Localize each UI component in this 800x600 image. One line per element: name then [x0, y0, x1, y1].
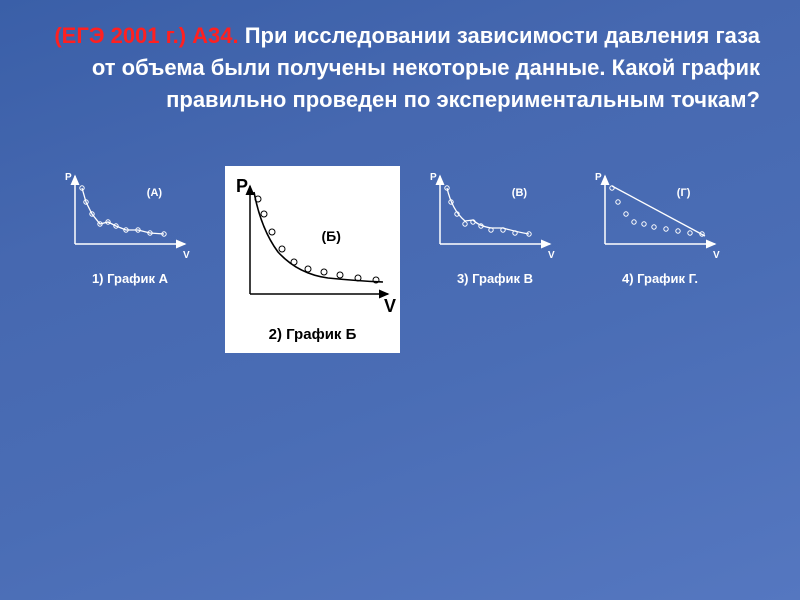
svg-text:P: P	[236, 176, 248, 196]
charts-row: P V (А) 1) График А P V (Б) 2) График Б …	[0, 126, 800, 353]
chart-cell-A: P V (А) 1) График А	[60, 166, 200, 286]
svg-text:(Б): (Б)	[321, 228, 340, 244]
chart-cell-B: P V (Б) 2) График Б	[225, 166, 400, 353]
chart-V-svg: P V (В)	[425, 166, 565, 261]
chart-cell-G: P V (Г) 4) График Г.	[590, 166, 730, 286]
chart-cell-V: P V (В) 3) График В	[425, 166, 565, 286]
chart-G-svg: P V (Г)	[590, 166, 730, 261]
svg-text:P: P	[595, 172, 602, 183]
svg-text:V: V	[713, 250, 720, 261]
caption-G: 4) График Г.	[622, 271, 698, 286]
svg-text:(Г): (Г)	[677, 187, 691, 199]
caption-A: 1) График А	[92, 271, 168, 286]
svg-text:V: V	[548, 250, 555, 261]
svg-text:P: P	[65, 172, 72, 183]
svg-text:V: V	[384, 296, 396, 314]
caption-V: 3) График В	[457, 271, 533, 286]
chart-B-svg: P V (Б)	[228, 174, 398, 314]
chart-A-svg: P V (А)	[60, 166, 200, 261]
svg-text:(В): (В)	[512, 187, 528, 199]
svg-text:P: P	[430, 172, 437, 183]
svg-text:V: V	[183, 250, 190, 261]
svg-text:(А): (А)	[147, 187, 163, 199]
question-prefix: (ЕГЭ 2001 г.) А34.	[54, 23, 238, 48]
question-block: (ЕГЭ 2001 г.) А34. При исследовании зави…	[0, 0, 800, 126]
caption-B: 2) График Б	[269, 326, 357, 343]
